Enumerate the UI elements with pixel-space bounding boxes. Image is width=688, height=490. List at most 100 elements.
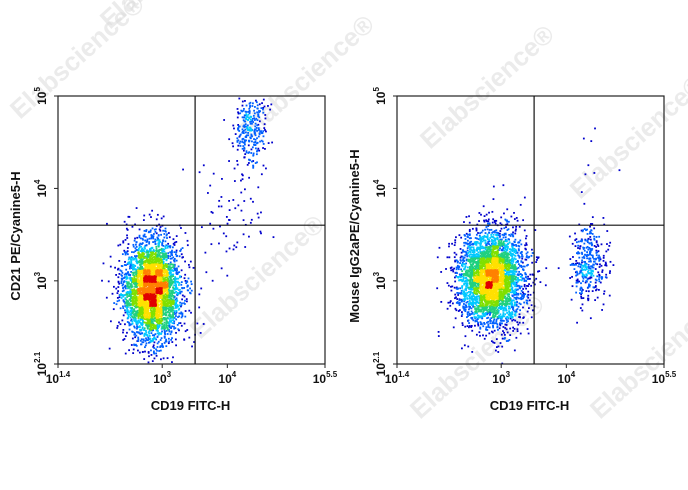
event-dot bbox=[126, 253, 129, 256]
event-dot bbox=[600, 243, 603, 246]
event-dot bbox=[156, 302, 159, 305]
event-dot bbox=[526, 299, 529, 302]
event-dot bbox=[248, 235, 250, 238]
event-dot bbox=[155, 259, 158, 262]
event-dot bbox=[133, 313, 135, 316]
event-dot bbox=[466, 325, 469, 327]
event-dot bbox=[530, 304, 533, 307]
event-dot bbox=[168, 289, 171, 292]
event-dot bbox=[146, 278, 149, 281]
event-dot bbox=[184, 310, 187, 312]
event-dot bbox=[595, 252, 598, 254]
event-dot bbox=[256, 149, 259, 152]
event-dot bbox=[137, 268, 140, 271]
event-dot bbox=[145, 230, 148, 233]
event-dot bbox=[146, 266, 149, 269]
event-dot bbox=[454, 297, 456, 300]
event-dot bbox=[242, 109, 245, 112]
event-dot bbox=[588, 285, 591, 288]
event-dot bbox=[522, 295, 525, 298]
event-dot bbox=[130, 344, 133, 346]
event-dot bbox=[153, 228, 156, 231]
event-dot bbox=[455, 275, 458, 277]
event-dot bbox=[147, 304, 149, 307]
event-dot bbox=[173, 268, 176, 271]
event-dot bbox=[517, 263, 520, 266]
event-dot bbox=[463, 250, 466, 253]
event-dot bbox=[168, 275, 171, 278]
event-dot bbox=[177, 328, 180, 331]
event-dot bbox=[121, 319, 124, 322]
event-dot bbox=[172, 299, 175, 302]
event-dot bbox=[129, 267, 131, 270]
event-dot bbox=[446, 307, 449, 310]
event-dot bbox=[143, 279, 145, 282]
event-dot bbox=[158, 228, 161, 231]
event-dot bbox=[248, 112, 251, 115]
event-dot bbox=[572, 262, 575, 265]
event-dot bbox=[158, 322, 161, 325]
event-dot bbox=[159, 287, 161, 289]
event-dot bbox=[140, 323, 143, 326]
event-dot bbox=[152, 329, 155, 332]
event-dot bbox=[236, 148, 239, 151]
event-dot bbox=[520, 251, 523, 253]
event-dot bbox=[171, 361, 173, 363]
event-dot bbox=[591, 233, 594, 235]
event-dot bbox=[134, 278, 137, 281]
event-dot bbox=[598, 256, 601, 259]
event-dot bbox=[571, 275, 573, 278]
event-dot bbox=[161, 252, 164, 255]
event-dot bbox=[501, 345, 504, 348]
event-dot bbox=[146, 251, 149, 254]
event-dot bbox=[479, 327, 482, 330]
event-dot bbox=[464, 304, 467, 307]
event-dot bbox=[488, 211, 490, 214]
event-dot bbox=[257, 123, 260, 126]
event-dot bbox=[514, 310, 516, 313]
event-dot bbox=[251, 160, 253, 163]
event-dot bbox=[152, 264, 155, 266]
event-dot bbox=[161, 304, 164, 307]
event-dot bbox=[218, 242, 220, 245]
event-dot bbox=[582, 280, 584, 283]
event-dot bbox=[131, 312, 134, 315]
event-dot bbox=[147, 294, 150, 297]
event-dot bbox=[220, 267, 223, 270]
event-dot bbox=[130, 310, 133, 313]
event-dot bbox=[139, 315, 142, 317]
event-dot bbox=[571, 285, 574, 288]
event-dot bbox=[142, 238, 144, 241]
event-dot bbox=[515, 243, 517, 246]
event-dot bbox=[161, 323, 163, 325]
event-dot bbox=[513, 349, 516, 352]
event-dot bbox=[464, 308, 467, 311]
event-dot bbox=[169, 269, 172, 272]
event-dot bbox=[252, 152, 255, 155]
event-dot bbox=[577, 265, 580, 268]
event-dot bbox=[138, 313, 141, 316]
event-dot bbox=[152, 308, 155, 310]
event-dot bbox=[127, 271, 130, 273]
event-dot bbox=[580, 282, 582, 285]
event-dot bbox=[459, 256, 462, 259]
event-dot bbox=[156, 304, 159, 306]
event-dot bbox=[153, 286, 155, 289]
event-dot bbox=[460, 299, 463, 302]
event-dot bbox=[120, 294, 123, 297]
event-dot bbox=[167, 342, 170, 345]
event-dot bbox=[506, 208, 509, 211]
event-dot bbox=[156, 285, 158, 288]
event-dot bbox=[157, 307, 160, 310]
event-dot bbox=[166, 287, 168, 290]
event-dot bbox=[151, 286, 154, 288]
event-dot bbox=[161, 258, 164, 261]
event-dot bbox=[139, 332, 142, 335]
event-dot bbox=[132, 243, 135, 246]
event-dot bbox=[436, 256, 439, 259]
event-dot bbox=[158, 325, 161, 328]
event-dot bbox=[469, 244, 471, 247]
event-dot bbox=[220, 205, 223, 208]
event-dot bbox=[581, 230, 584, 233]
event-dot bbox=[163, 272, 166, 274]
